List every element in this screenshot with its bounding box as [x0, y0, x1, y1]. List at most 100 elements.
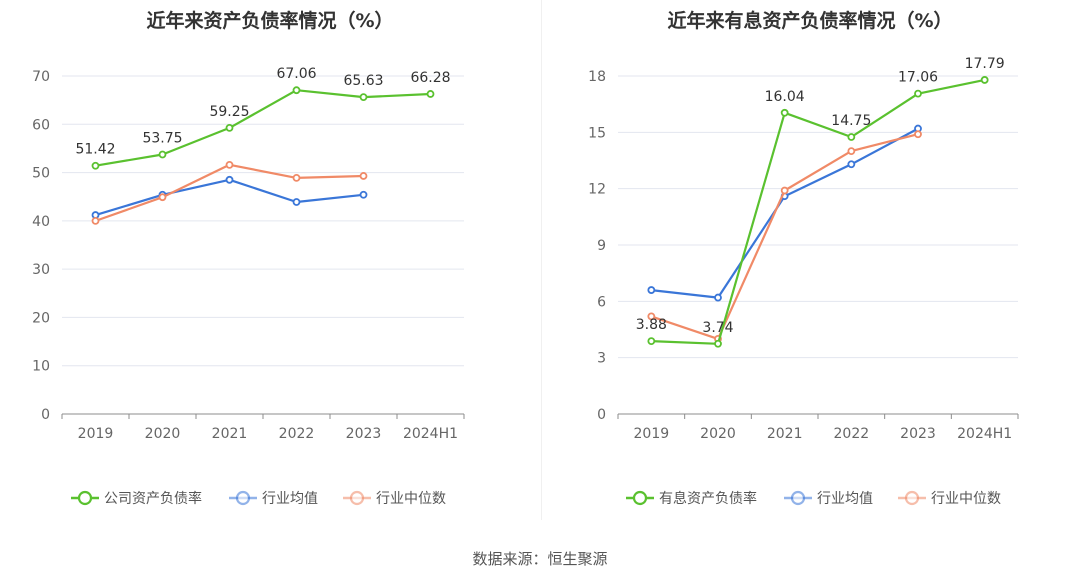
x-tick-label: 2019	[634, 426, 670, 442]
legend-label: 行业均值	[817, 491, 873, 507]
legend-swatch-marker	[77, 490, 93, 506]
y-tick-label: 12	[588, 182, 606, 198]
x-tick-label: 2019	[78, 426, 114, 442]
y-tick-label: 15	[588, 125, 606, 141]
data-label: 3.74	[702, 320, 733, 336]
data-point	[359, 172, 368, 180]
data-point	[914, 89, 922, 98]
y-tick-label: 6	[597, 294, 606, 310]
legend-label: 行业均值	[262, 491, 318, 507]
data-point	[292, 173, 301, 182]
data-label: 17.79	[965, 56, 1005, 72]
x-tick-label: 2022	[279, 426, 315, 442]
y-tick-label: 9	[597, 238, 606, 254]
line-circle-icon	[626, 490, 654, 506]
data-label: 65.63	[343, 73, 383, 89]
x-tick-label: 2024H1	[403, 426, 458, 442]
data-point	[359, 190, 368, 199]
legend-item[interactable]: 行业中位数	[342, 486, 446, 510]
legend-swatch-marker	[235, 490, 251, 506]
data-label: 59.25	[209, 104, 249, 120]
chart-panel-asset-liability: 近年来资产负债率情况（%） 0 10 20 30 40 50 60 70 2019 2020 202…	[0, 0, 540, 540]
data-label: 51.42	[75, 142, 115, 158]
data-point	[714, 339, 722, 348]
chart-title: 近年来有息资产负债率情况（%）	[667, 10, 953, 32]
line-circle-icon	[898, 490, 926, 506]
data-point	[292, 86, 301, 95]
x-tick-label: 2023	[346, 426, 382, 442]
data-point	[780, 186, 789, 195]
data-label: 16.04	[765, 89, 805, 105]
data-label: 66.28	[410, 70, 450, 86]
series-line	[95, 178, 364, 217]
legend-swatch-marker	[632, 490, 648, 506]
legend-item[interactable]: 行业均值	[228, 486, 318, 510]
series-line	[651, 127, 919, 299]
legend-label: 公司资产负债率	[104, 491, 202, 507]
line-circle-icon	[71, 490, 99, 506]
data-point	[225, 160, 234, 169]
data-point	[158, 150, 167, 159]
data-label: 17.06	[898, 70, 938, 86]
series-line	[95, 163, 364, 222]
y-tick-label: 40	[32, 214, 50, 230]
data-point	[647, 312, 656, 321]
line-chart-interest-bearing: 0 3 6 9 12 15 18 2019 2020 2021 2022 2023 2024H1 3.88…	[588, 56, 1019, 442]
line-circle-icon	[229, 490, 257, 506]
chart-title: 近年来资产负债率情况（%）	[146, 10, 394, 32]
chart-legend: 公司资产负债率 行业均值 行业中位数	[0, 486, 540, 510]
legend-item[interactable]: 公司资产负债率	[70, 486, 202, 510]
data-label: 67.06	[276, 66, 316, 82]
data-point	[714, 293, 722, 302]
data-point	[292, 198, 301, 206]
data-point	[225, 124, 234, 132]
data-point	[91, 161, 100, 170]
data-point	[647, 286, 656, 294]
data-point	[780, 108, 789, 117]
data-point	[980, 76, 989, 84]
chart-legend: 有息资产负债率 行业均值 行业中位数	[540, 486, 1080, 510]
legend-item[interactable]: 有息资产负债率	[625, 486, 757, 510]
y-tick-label: 10	[32, 359, 50, 375]
line-chart-asset-liability: 0 10 20 30 40 50 60 70 2019 2020 2021 2022 2023 2024H…	[32, 66, 465, 442]
y-tick-label: 70	[32, 69, 50, 85]
legend-label: 行业中位数	[376, 491, 446, 507]
x-tick-label: 2022	[834, 426, 870, 442]
panel-divider	[541, 0, 542, 520]
data-point	[158, 193, 167, 202]
data-point	[426, 90, 435, 98]
chart-panel-interest-bearing: 近年来有息资产负债率情况（%） 0 3 6 9 12 15 18 2019 2020 2021 20…	[540, 0, 1080, 540]
data-label: 53.75	[142, 130, 182, 146]
line-circle-icon	[784, 490, 812, 506]
y-tick-label: 30	[32, 262, 50, 278]
legend-swatch-marker	[790, 490, 806, 506]
x-tick-label: 2020	[145, 426, 181, 442]
series-line	[95, 89, 431, 167]
series-line	[651, 78, 985, 345]
series-line	[650, 133, 919, 340]
data-label: 3.88	[636, 317, 667, 333]
y-tick-label: 60	[32, 117, 50, 133]
legend-item[interactable]: 行业均值	[783, 486, 873, 510]
y-tick-label: 18	[588, 69, 606, 85]
data-source-note: 数据来源：恒生聚源	[472, 550, 608, 568]
legend-swatch-marker	[904, 490, 920, 506]
line-circle-icon	[343, 490, 371, 506]
x-tick-label: 2023	[900, 426, 936, 442]
data-point	[647, 337, 656, 346]
data-label: 14.75	[831, 113, 871, 129]
data-point	[847, 133, 856, 141]
x-tick-label: 2024H1	[957, 426, 1012, 442]
legend-label: 有息资产负债率	[659, 491, 757, 507]
y-tick-label: 20	[32, 310, 50, 326]
data-point	[91, 216, 100, 225]
x-tick-label: 2021	[767, 426, 803, 442]
data-point	[359, 93, 368, 102]
y-tick-label: 0	[597, 407, 606, 423]
data-point	[225, 175, 234, 184]
legend-item[interactable]: 行业中位数	[897, 486, 1001, 510]
data-point	[914, 130, 922, 139]
legend-label: 行业中位数	[931, 491, 1001, 507]
y-tick-label: 50	[32, 166, 50, 182]
data-point	[847, 147, 856, 156]
